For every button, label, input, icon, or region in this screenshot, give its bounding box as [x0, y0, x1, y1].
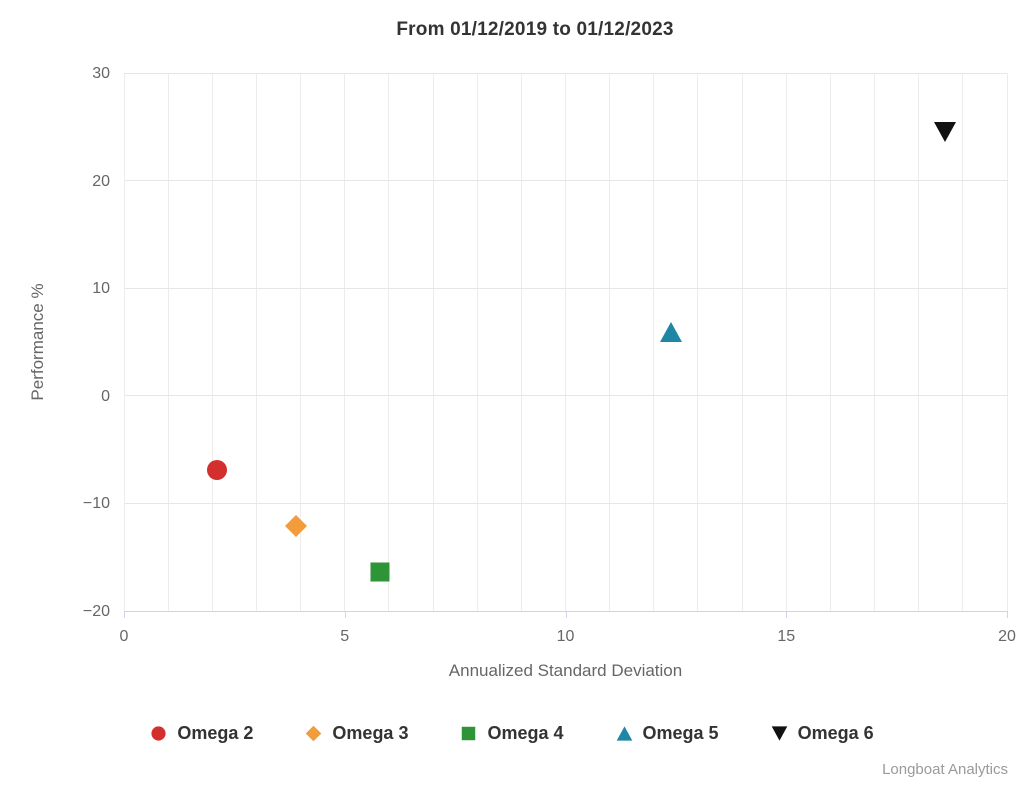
legend-item-label: Omega 4: [487, 722, 564, 743]
x-tick-mark: [786, 612, 788, 618]
legend-item-label: Omega 2: [177, 722, 254, 743]
x-gridline: [609, 73, 611, 611]
square-marker-icon: [462, 726, 476, 740]
x-gridline: [255, 73, 257, 611]
x-gridline: [1006, 73, 1008, 611]
y-gridline: [124, 180, 1007, 182]
x-tick-label: 15: [777, 628, 796, 645]
square-legend-marker-icon: [460, 725, 477, 742]
triangle-down-marker-icon: [934, 122, 957, 143]
x-gridline: [565, 73, 566, 611]
square-marker-icon: [370, 562, 390, 582]
legend-item-label: Omega 6: [797, 722, 874, 743]
legend-item-omega-3[interactable]: Omega 3: [305, 723, 408, 744]
y-gridline: [124, 502, 1007, 504]
circle-marker-icon: [151, 725, 166, 741]
legend-item-omega-5[interactable]: Omega 5: [616, 723, 719, 744]
data-point-omega-2[interactable]: [205, 458, 229, 482]
triangle-down-marker-icon: [771, 725, 787, 741]
triangle-up-marker-icon: [616, 725, 632, 741]
x-gridline: [388, 73, 390, 611]
circle-marker-icon: [206, 460, 227, 481]
y-axis-title: Performance %: [28, 283, 47, 401]
y-tick-label: 10: [92, 280, 110, 298]
y-tick-label: −10: [82, 495, 110, 513]
x-gridline: [167, 73, 169, 611]
diamond-marker-icon: [285, 514, 308, 537]
x-gridline: [520, 73, 522, 611]
x-gridline: [874, 73, 876, 611]
x-tick-label: 10: [556, 628, 575, 645]
x-gridline: [741, 73, 743, 611]
data-point-omega-4[interactable]: [368, 560, 392, 584]
triangle-up-legend-marker-icon: [616, 725, 633, 742]
credit-label: Longboat Analytics: [882, 761, 1008, 778]
x-gridline: [344, 73, 346, 611]
x-gridline: [653, 73, 655, 611]
y-gridline: [124, 395, 1007, 397]
legend-item-omega-2[interactable]: Omega 2: [150, 723, 253, 744]
diamond-legend-marker-icon: [305, 725, 322, 742]
legend-item-omega-4[interactable]: Omega 4: [460, 722, 564, 744]
x-tick-label: 20: [998, 628, 1016, 645]
y-gridline: [124, 287, 1007, 289]
chart-title: From 01/12/2019 to 01/12/2023: [396, 19, 674, 40]
x-tick-mark: [565, 612, 567, 618]
y-tick-label: −20: [82, 603, 110, 620]
x-axis-line: [124, 611, 1008, 612]
triangle-down-legend-marker-icon: [771, 725, 788, 742]
x-gridline: [300, 73, 302, 611]
legend-item-omega-6[interactable]: Omega 6: [771, 723, 874, 744]
x-gridline: [829, 73, 831, 611]
x-gridline: [211, 73, 213, 611]
x-tick-label: 0: [119, 628, 129, 645]
legend-item-label: Omega 3: [332, 722, 409, 743]
diamond-marker-icon: [306, 725, 322, 741]
legend-item-label: Omega 5: [642, 722, 719, 743]
x-axis-title: Annualized Standard Deviation: [448, 661, 683, 680]
legend: Omega 2 Omega 3 Omega 4 Omega 5 Omega 6: [0, 713, 1024, 753]
x-tick-mark: [124, 612, 125, 618]
x-tick-label: 5: [340, 628, 350, 645]
data-point-omega-6[interactable]: [933, 120, 957, 144]
x-tick-mark: [344, 612, 346, 618]
y-tick-label: 0: [101, 387, 110, 405]
y-tick-label: 20: [92, 172, 110, 190]
circle-legend-marker-icon: [150, 725, 167, 742]
y-tick-label: 30: [92, 65, 110, 82]
data-point-omega-5[interactable]: [659, 320, 683, 344]
triangle-up-marker-icon: [660, 322, 683, 343]
x-gridline: [476, 73, 478, 611]
x-tick-mark: [1007, 612, 1008, 618]
x-gridline: [123, 73, 125, 611]
x-gridline: [962, 73, 964, 611]
x-gridline: [785, 73, 787, 611]
data-point-omega-3[interactable]: [284, 514, 308, 538]
y-gridline: [124, 72, 1007, 74]
x-gridline: [918, 73, 920, 611]
x-gridline: [432, 73, 434, 611]
x-gridline: [697, 73, 699, 611]
